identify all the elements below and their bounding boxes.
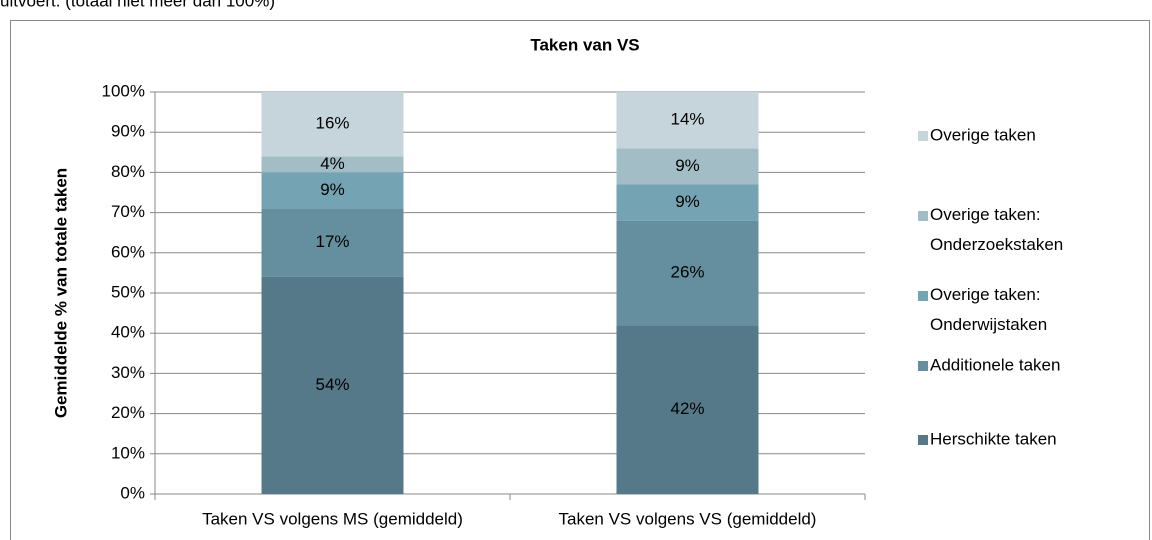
data-label: 17% [315, 232, 349, 251]
legend-label: Overige taken: Onderzoekstaken [930, 205, 1063, 254]
legend-label: Herschikte taken [930, 429, 1057, 448]
bar-segment [261, 92, 404, 157]
data-label: 54% [315, 375, 349, 394]
data-label: 14% [670, 110, 704, 129]
y-tick-label: 30% [111, 363, 145, 382]
y-tick-label: 10% [111, 443, 145, 462]
legend-swatch [918, 211, 928, 221]
x-tick-label: Taken VS volgens VS (gemiddeld) [559, 509, 817, 528]
data-label: 26% [670, 262, 704, 281]
x-tick-label: Taken VS volgens MS (gemiddeld) [202, 509, 463, 528]
legend-swatch [918, 361, 928, 371]
y-tick-label: 70% [111, 202, 145, 221]
y-tick-label: 20% [111, 403, 145, 422]
y-tick-label: 50% [111, 282, 145, 301]
bar-segment [261, 208, 404, 277]
legend-label: Overige taken: Onderwijstaken [930, 285, 1047, 334]
bar-segment [616, 184, 759, 221]
bar-segment [261, 172, 404, 209]
caption: uitvoert. (totaal niet meer dan 100%) [0, 0, 275, 10]
bar-segment [261, 276, 404, 494]
data-label: 16% [315, 114, 349, 133]
bar-segment [616, 92, 759, 149]
legend-label: Additionele taken [930, 355, 1060, 374]
legend-label: Overige taken [930, 125, 1036, 144]
y-tick-label: 80% [111, 162, 145, 181]
bar-segment [616, 325, 759, 494]
bar-segment [616, 148, 759, 185]
data-label: 9% [320, 180, 345, 199]
y-tick-label: 40% [111, 323, 145, 342]
legend-swatch [918, 291, 928, 301]
y-tick-label: 0% [120, 483, 145, 502]
bar-segment [616, 220, 759, 326]
bar-segment [261, 156, 404, 173]
data-label: 9% [675, 192, 700, 211]
chart-title: Taken van VS [530, 35, 639, 54]
legend-swatch [918, 131, 928, 141]
y-tick-label: 60% [111, 242, 145, 261]
data-label: 9% [675, 156, 700, 175]
data-label: 42% [670, 399, 704, 418]
data-label: 4% [320, 154, 345, 173]
chart-frame [10, 20, 1150, 540]
legend-swatch [918, 435, 928, 445]
y-tick-label: 100% [102, 81, 145, 100]
y-tick-label: 90% [111, 122, 145, 141]
y-axis-label: Gemiddelde % van totale taken [51, 168, 70, 418]
